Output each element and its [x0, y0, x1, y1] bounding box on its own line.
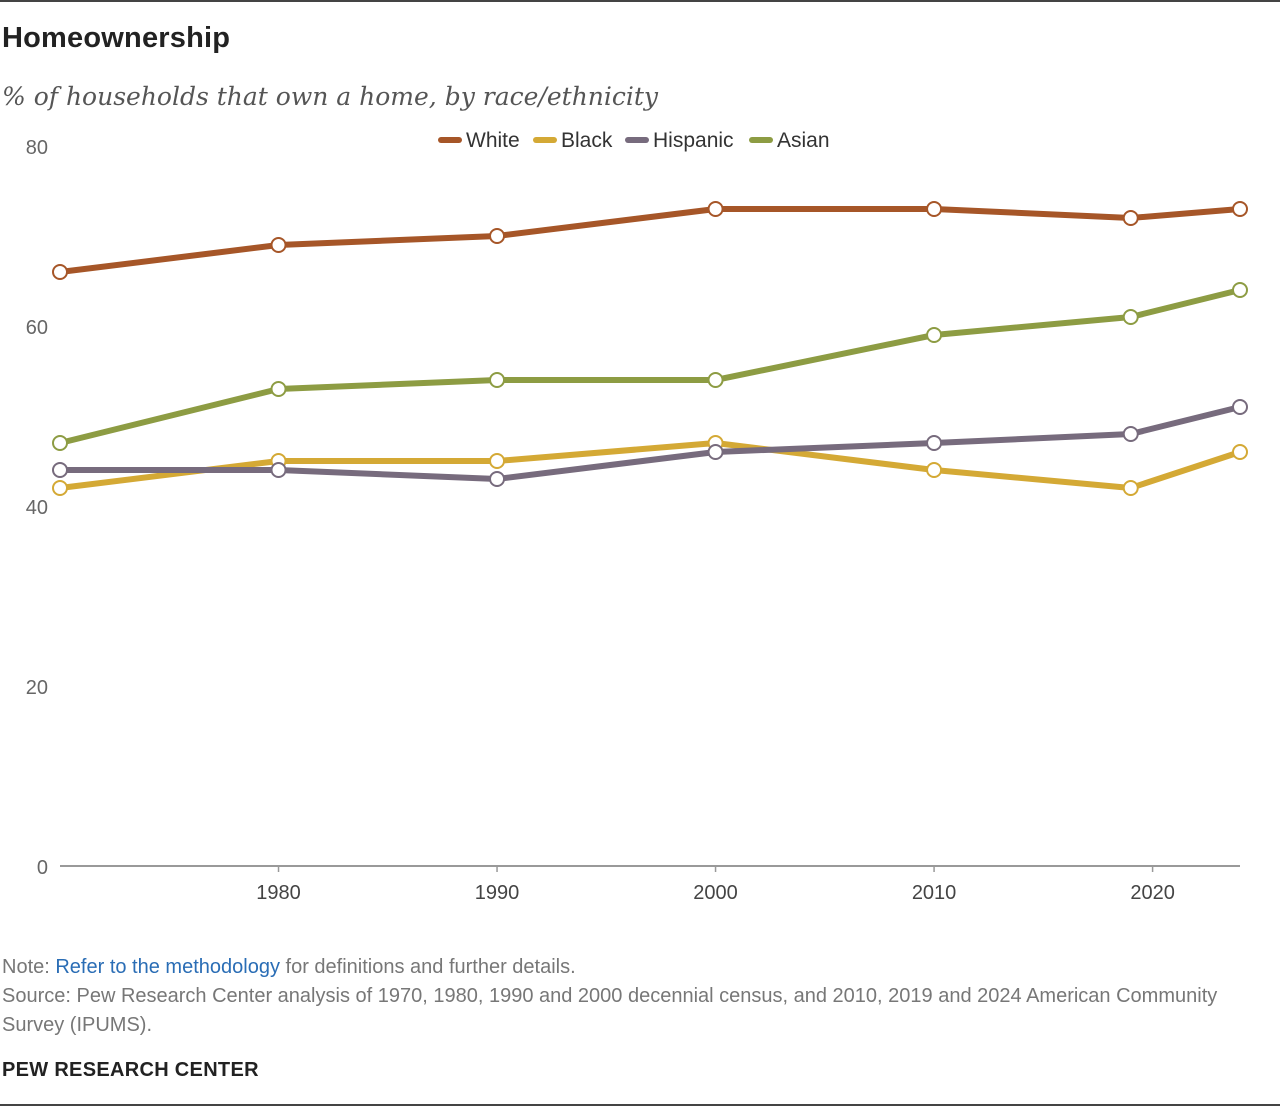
data-point-asian	[52, 435, 68, 451]
data-point-white	[489, 228, 506, 244]
series-line-white	[57, 206, 1243, 275]
data-point-asian	[926, 327, 943, 343]
data-point-white	[270, 237, 287, 253]
data-point-white	[1122, 210, 1139, 226]
legend: White Black Hispanic Asian	[438, 129, 830, 152]
x-tick-label: 1980	[256, 882, 301, 904]
data-point-asian	[707, 372, 724, 388]
data-point-hispanic	[1232, 399, 1248, 415]
data-point-black	[1122, 480, 1139, 496]
data-point-black	[489, 453, 506, 469]
y-tick-label: 80	[26, 137, 48, 159]
legend-label-black: Black	[561, 129, 613, 152]
data-point-hispanic	[926, 435, 943, 451]
y-tick-label: 60	[26, 317, 48, 339]
data-point-asian	[270, 381, 287, 397]
source-note: Source: Pew Research Center analysis of …	[2, 985, 1218, 1036]
x-axis: 1980 1990 2000 2010 2020	[60, 865, 1240, 904]
data-point-asian	[1232, 282, 1248, 298]
chart-subtitle: % of households that own a home, by race…	[2, 82, 659, 111]
data-point-hispanic	[707, 444, 724, 460]
x-tick-label: 2020	[1130, 882, 1175, 904]
legend-label-asian: Asian	[777, 129, 830, 152]
series-points	[52, 201, 1248, 496]
data-point-white	[707, 201, 724, 217]
series-line-hispanic	[57, 404, 1243, 482]
data-point-hispanic	[1122, 426, 1139, 442]
data-point-black	[1232, 444, 1248, 460]
data-point-white	[52, 264, 68, 280]
bottom-rule	[0, 1104, 1280, 1106]
y-tick-label: 0	[37, 857, 48, 879]
line-chart: 0 20 40 60 80 1980 1990 2000 2010 2020 White Blac…	[26, 129, 1248, 904]
data-point-white	[1232, 201, 1248, 217]
y-tick-label: 20	[26, 677, 48, 699]
y-axis-ticks: 0 20 40 60 80	[26, 137, 48, 879]
brand-label: PEW RESEARCH CENTER	[2, 1059, 259, 1081]
legend-label-hispanic: Hispanic	[653, 129, 734, 152]
x-tick-label: 1990	[475, 882, 520, 904]
y-tick-label: 40	[26, 497, 48, 519]
note-prefix: Note:	[2, 956, 56, 978]
legend-label-white: White	[466, 129, 520, 152]
data-point-black	[52, 480, 68, 496]
data-point-hispanic	[489, 471, 506, 487]
methodology-link[interactable]: Refer to the methodology	[55, 956, 280, 978]
x-tick-label: 2000	[693, 882, 738, 904]
top-rule	[0, 0, 1280, 2]
series-line-asian	[57, 287, 1243, 446]
data-point-asian	[489, 372, 506, 388]
series-lines	[57, 206, 1243, 491]
data-point-hispanic	[52, 462, 68, 478]
data-point-hispanic	[270, 462, 287, 478]
footnote: Note: Refer to the methodology for defin…	[2, 952, 1272, 982]
x-tick-label: 2010	[912, 882, 957, 904]
series-line-black	[57, 440, 1243, 491]
chart-title: Homeownership	[2, 22, 231, 54]
note-suffix: for definitions and further details.	[279, 956, 576, 978]
data-point-white	[926, 201, 943, 217]
data-point-asian	[1122, 309, 1139, 325]
data-point-black	[926, 462, 943, 478]
